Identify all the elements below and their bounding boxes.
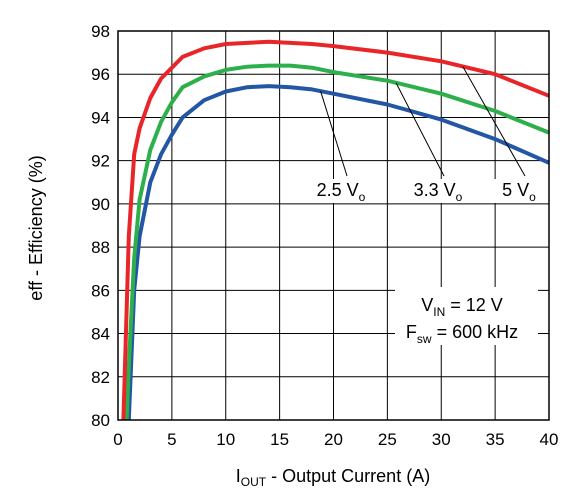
x-tick-label: 40	[540, 430, 559, 449]
x-tick-label: 25	[378, 430, 397, 449]
annotation-value: = 600 kHz	[432, 322, 519, 342]
series-line	[124, 63, 550, 421]
series-label-subscript: o	[529, 190, 536, 204]
y-tick-label: 84	[91, 325, 110, 344]
annotation-symbol: V	[421, 295, 433, 315]
series-label-main: 5 V	[502, 180, 529, 200]
y-tick-label: 82	[91, 368, 110, 387]
y-tick-label: 88	[91, 238, 110, 257]
x-axis-label-subscript: OUT	[241, 475, 267, 489]
annotation-background	[395, 287, 538, 345]
plot-frame	[117, 30, 550, 421]
series-label-main: 3.3 V	[414, 180, 456, 200]
x-tick-label: 10	[216, 430, 235, 449]
series-leader-line	[395, 82, 445, 177]
annotation-subscript: IN	[433, 305, 445, 319]
y-tick-label: 94	[91, 108, 110, 127]
x-tick-label: 35	[486, 430, 505, 449]
y-tick-label: 90	[91, 195, 110, 214]
y-tick-label: 98	[91, 22, 110, 41]
x-tick-label: 15	[270, 430, 289, 449]
x-axis-label: IOUT - Output Current (A)	[236, 466, 430, 489]
series-label: 2.5 Vo	[317, 180, 366, 204]
series-label-main: 2.5 V	[317, 180, 359, 200]
x-axis-label-prefix: I	[236, 466, 241, 486]
series-leader-lines	[320, 66, 526, 177]
series-leader-line	[320, 90, 348, 177]
x-axis-label-text: - Output Current (A)	[266, 466, 430, 486]
x-tick-label: 0	[113, 430, 122, 449]
y-tick-label: 80	[91, 411, 110, 430]
series-label-background	[304, 179, 378, 203]
series-label: 5 Vo	[502, 180, 536, 204]
x-tick-label: 5	[167, 430, 176, 449]
x-tick-label: 20	[324, 430, 343, 449]
series-label: 3.3 Vo	[414, 180, 463, 204]
series-label-subscript: o	[359, 190, 366, 204]
y-axis-label: eff - Efficiency (%)	[26, 155, 46, 300]
y-tick-label: 96	[91, 65, 110, 84]
x-tick-label: 30	[432, 430, 451, 449]
y-tick-label: 86	[91, 281, 110, 300]
annotation-line: VIN = 12 V	[421, 295, 503, 319]
annotation-subscript: sw	[417, 332, 432, 346]
series-labels: 5 Vo3.3 Vo2.5 Vo	[304, 179, 547, 204]
series-layer	[121, 39, 550, 421]
y-tick-label: 92	[91, 152, 110, 171]
series-label-background	[401, 179, 475, 203]
annotation-line: Fsw = 600 kHz	[406, 322, 518, 346]
series-label-background	[491, 179, 547, 203]
series-line	[126, 84, 550, 421]
series-leader-line	[462, 66, 526, 177]
annotation-symbol: F	[406, 322, 417, 342]
series-label-subscript: o	[456, 190, 463, 204]
grid	[118, 31, 549, 420]
tick-labels: 0 5 10 15 20 25 30 35 40 80 82 84 86 88 90 92 94 96 98	[91, 22, 558, 449]
annotation-value: = 12 V	[445, 295, 503, 315]
series-line	[121, 39, 550, 421]
